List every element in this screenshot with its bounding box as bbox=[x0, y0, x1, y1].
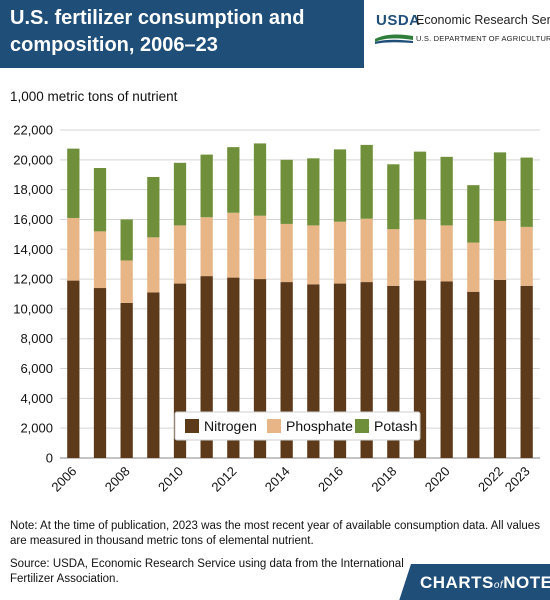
bar-potash-2010 bbox=[173, 162, 187, 226]
bar-phosphate-2022 bbox=[493, 220, 507, 280]
bar-potash-2015 bbox=[307, 158, 320, 226]
legend-label-nitrogen: Nitrogen bbox=[204, 418, 257, 434]
bar-potash-2020 bbox=[440, 156, 453, 226]
usda-logo-text: USDA bbox=[376, 12, 421, 29]
y-tick-label: 0 bbox=[46, 451, 53, 466]
legend-label-potash: Potash bbox=[374, 418, 418, 434]
y-tick-label: 16,000 bbox=[13, 212, 53, 227]
bar-potash-2006 bbox=[67, 148, 80, 218]
x-tick-label: 2020 bbox=[422, 464, 453, 495]
bar-phosphate-2016 bbox=[333, 221, 347, 284]
bar-potash-2007 bbox=[93, 168, 107, 232]
x-tick-label: 2008 bbox=[102, 464, 133, 495]
chart-title: U.S. fertilizer consumption and composit… bbox=[10, 7, 305, 56]
legend-label-phosphate: Phosphate bbox=[286, 418, 353, 434]
bar-phosphate-2019 bbox=[413, 219, 427, 281]
bar-phosphate-2011 bbox=[200, 217, 213, 277]
bar-phosphate-2017 bbox=[360, 218, 373, 283]
y-tick-label: 4,000 bbox=[20, 391, 53, 406]
x-tick-label: 2023 bbox=[502, 464, 533, 495]
bar-nitrogen-2020 bbox=[440, 281, 453, 458]
y-tick-label: 10,000 bbox=[13, 301, 53, 316]
bar-phosphate-2006 bbox=[67, 217, 80, 281]
bar-nitrogen-2006 bbox=[67, 280, 80, 458]
y-tick-label: 2,000 bbox=[20, 421, 53, 436]
brand-of: of bbox=[493, 580, 504, 591]
chart-source: Source: USDA, Economic Research Service … bbox=[10, 558, 404, 585]
bar-nitrogen-2009 bbox=[147, 292, 160, 458]
y-tick-label: 22,000 bbox=[13, 123, 53, 138]
bar-phosphate-2015 bbox=[307, 225, 320, 285]
bar-potash-2023 bbox=[520, 157, 533, 227]
brand-charts: CHARTS bbox=[420, 573, 494, 592]
bar-nitrogen-2022 bbox=[493, 279, 507, 458]
y-axis-unit-label: 1,000 metric tons of nutrient bbox=[10, 89, 178, 104]
bar-phosphate-2013 bbox=[253, 215, 267, 280]
bar-potash-2012 bbox=[227, 147, 240, 213]
bar-phosphate-2023 bbox=[520, 226, 533, 286]
bar-potash-2014 bbox=[280, 159, 293, 224]
bar-nitrogen-2021 bbox=[467, 291, 480, 458]
bar-potash-2017 bbox=[360, 144, 373, 219]
y-tick-label: 18,000 bbox=[13, 182, 53, 197]
x-tick-label: 2012 bbox=[208, 464, 239, 495]
charts-of-note-logo: CHARTSofNOTE bbox=[420, 573, 550, 593]
x-tick-label: 2010 bbox=[155, 464, 186, 495]
bar-nitrogen-2007 bbox=[93, 288, 107, 458]
legend-swatch-potash bbox=[355, 419, 369, 433]
bar-potash-2011 bbox=[200, 154, 213, 218]
bar-potash-2016 bbox=[333, 149, 347, 222]
legend-swatch-phosphate bbox=[267, 419, 281, 433]
y-tick-label: 14,000 bbox=[13, 242, 53, 257]
bar-phosphate-2021 bbox=[467, 242, 480, 292]
y-tick-label: 8,000 bbox=[20, 331, 53, 346]
brand-note: NOTE bbox=[503, 573, 550, 592]
x-tick-label: 2006 bbox=[48, 464, 79, 495]
chart-header: U.S. fertilizer consumption and composit… bbox=[0, 0, 550, 68]
y-tick-label: 6,000 bbox=[20, 361, 53, 376]
x-tick-label: 2022 bbox=[475, 464, 506, 495]
bar-nitrogen-2023 bbox=[520, 285, 533, 458]
usda-swoosh-icon bbox=[375, 34, 413, 44]
x-tick-label: 2014 bbox=[262, 464, 293, 495]
stacked-bar-chart: 0 2,000 4,000 6,000 8,000 10,000 12,000 14,000 1… bbox=[13, 123, 540, 495]
agency-name: Economic Research Service bbox=[416, 13, 550, 27]
bar-potash-2009 bbox=[147, 176, 160, 238]
bar-phosphate-2008 bbox=[120, 260, 133, 303]
y-tick-label: 12,000 bbox=[13, 272, 53, 287]
bar-potash-2013 bbox=[253, 143, 267, 216]
bar-phosphate-2018 bbox=[387, 229, 400, 286]
x-tick-label: 2016 bbox=[315, 464, 346, 495]
bar-potash-2021 bbox=[467, 185, 480, 243]
chart-note: Note: At the time of publication, 2023 w… bbox=[10, 520, 540, 547]
bar-phosphate-2012 bbox=[227, 212, 240, 278]
bar-potash-2008 bbox=[120, 219, 133, 261]
bar-phosphate-2014 bbox=[280, 223, 293, 283]
usda-logo-block: USDA Economic Research Service U.S. DEPA… bbox=[364, 0, 550, 68]
bar-phosphate-2007 bbox=[93, 231, 107, 289]
legend-swatch-nitrogen bbox=[185, 419, 199, 433]
bar-potash-2022 bbox=[493, 152, 507, 221]
bar-potash-2018 bbox=[387, 164, 400, 230]
department-name: U.S. DEPARTMENT OF AGRICULTURE bbox=[416, 34, 550, 43]
bar-phosphate-2010 bbox=[173, 225, 187, 284]
x-tick-label: 2018 bbox=[368, 464, 399, 495]
bar-phosphate-2009 bbox=[147, 237, 160, 293]
bar-potash-2019 bbox=[413, 151, 427, 220]
bar-phosphate-2020 bbox=[440, 225, 453, 282]
y-tick-label: 20,000 bbox=[13, 152, 53, 167]
bar-nitrogen-2008 bbox=[120, 302, 133, 458]
